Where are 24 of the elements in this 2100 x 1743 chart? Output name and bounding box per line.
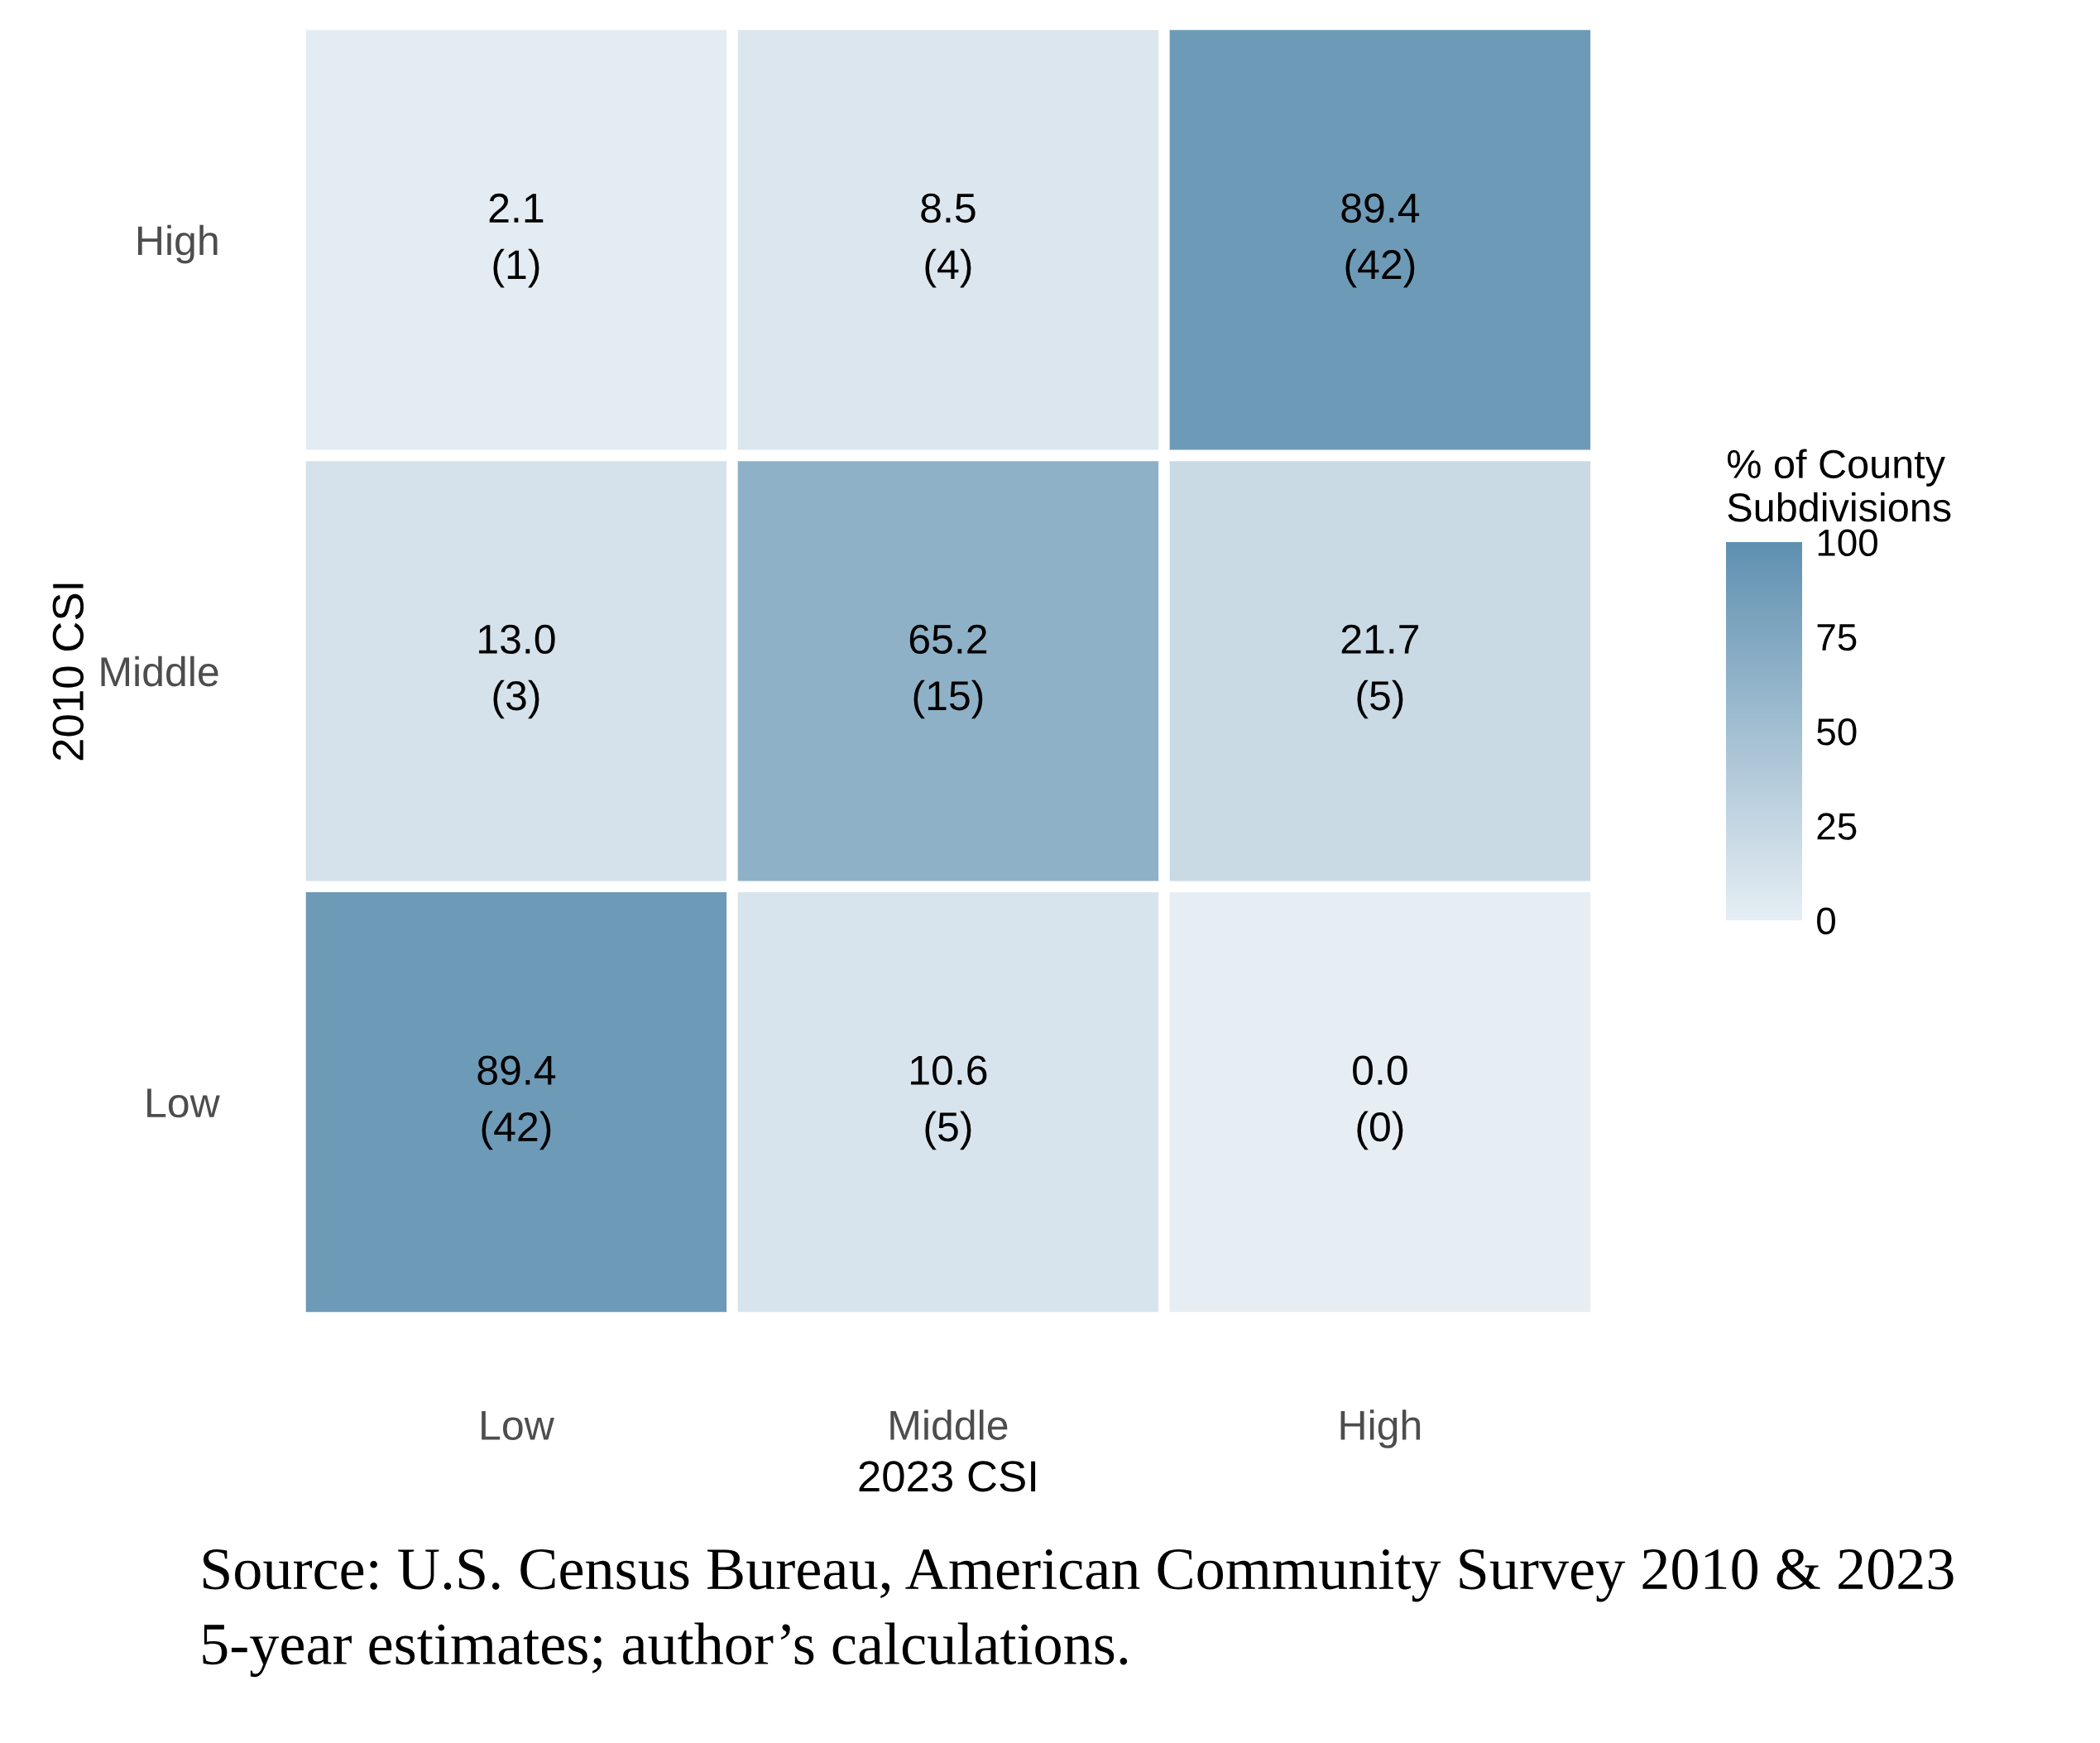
color-bar-label: 0: [1817, 907, 1835, 935]
x-tick-label: High: [1340, 1409, 1421, 1448]
data-label: 89.4 (42): [477, 1055, 556, 1150]
color-bar-label: 50: [1817, 718, 1857, 746]
data-label: 21.7 (5): [1341, 624, 1419, 719]
x-tick-label: Middle: [890, 1409, 1008, 1440]
data-label: 65.2 (15): [909, 624, 987, 719]
y-tick-label: Middle: [101, 655, 218, 687]
color-bar-label: 100: [1818, 529, 1877, 557]
data-label: 8.5 (4): [921, 193, 976, 288]
color-bar-title: % of County Subdivisions: [1727, 449, 1951, 522]
data-label: 2.1 (1): [489, 193, 544, 288]
y-tick-label: Low: [147, 1088, 220, 1118]
color-bar-label: 25: [1817, 813, 1857, 840]
data-label: 13.0 (3): [479, 624, 555, 719]
y-tick-label: High: [137, 224, 218, 264]
source-note: Source: U.S. Census Bureau, American Community Survey 2010 & 2023 5-year estimates; author’s calculations.: [203, 1549, 1954, 1678]
data-label: 89.4 (42): [1341, 193, 1420, 288]
y-axis-title: 2010 CSI: [52, 583, 84, 761]
color-bar-label: 75: [1817, 624, 1857, 651]
data-label: 0.0 (0): [1353, 1055, 1407, 1150]
x-axis-title: 2023 CSI: [859, 1461, 1036, 1492]
data-label: 10.6 (5): [911, 1055, 987, 1150]
x-tick-label: Low: [482, 1411, 554, 1440]
